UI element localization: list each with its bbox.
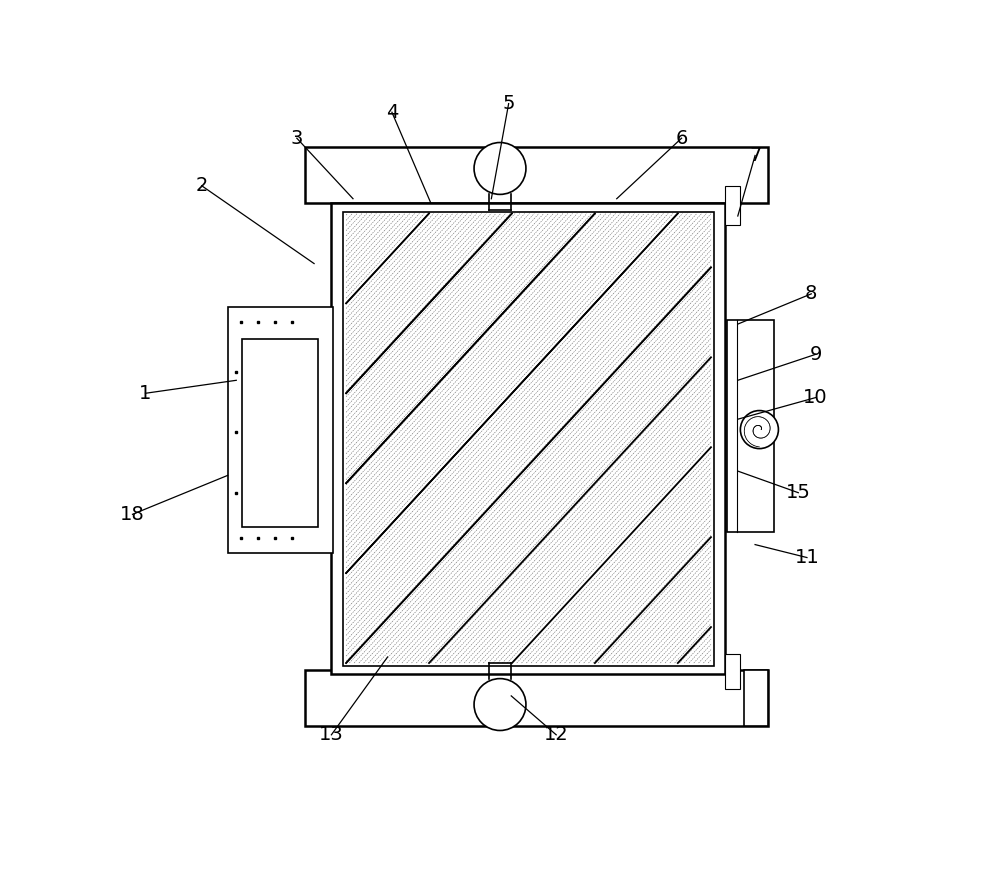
Text: 15: 15 <box>786 483 811 502</box>
Bar <box>725 186 740 224</box>
Bar <box>727 320 774 532</box>
Text: 3: 3 <box>291 128 303 148</box>
Bar <box>346 213 711 663</box>
Text: 11: 11 <box>795 548 819 567</box>
Text: 10: 10 <box>803 388 828 407</box>
Text: 5: 5 <box>502 94 515 113</box>
Text: 4: 4 <box>386 103 398 121</box>
Text: 13: 13 <box>319 725 344 745</box>
Text: 2: 2 <box>196 176 208 196</box>
Text: 12: 12 <box>544 725 569 745</box>
Text: 18: 18 <box>120 505 145 524</box>
Bar <box>305 147 768 203</box>
Text: 7: 7 <box>749 146 761 165</box>
Bar <box>744 670 768 726</box>
Text: 8: 8 <box>805 285 817 303</box>
Text: 1: 1 <box>139 384 152 402</box>
Bar <box>228 306 333 553</box>
Circle shape <box>474 142 526 195</box>
Circle shape <box>474 678 526 731</box>
Circle shape <box>740 410 778 449</box>
Bar <box>242 339 318 527</box>
Bar <box>343 211 714 665</box>
Text: 9: 9 <box>809 345 822 364</box>
Bar <box>305 670 768 726</box>
Bar <box>725 655 740 689</box>
Bar <box>331 203 725 674</box>
Text: 6: 6 <box>675 128 688 148</box>
